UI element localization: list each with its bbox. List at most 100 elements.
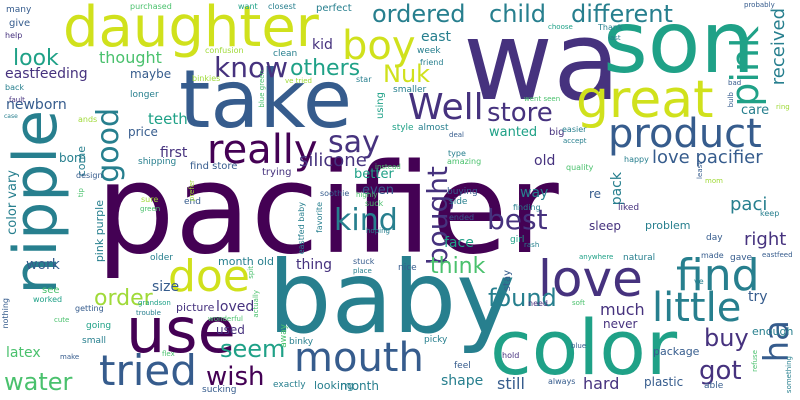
word-cute: cute: [54, 316, 70, 324]
word-worked: worked: [33, 295, 63, 304]
word-keep: keep: [760, 209, 780, 218]
word-amazing: amazing: [447, 157, 482, 166]
word-ve-tried: ve tried: [285, 77, 312, 85]
word-nuk: Nuk: [383, 60, 431, 88]
word-boy: boy: [342, 23, 416, 69]
word-ring: ring: [776, 103, 790, 111]
word-ordered: ordered: [372, 0, 466, 28]
word-accept: accept: [563, 137, 587, 145]
word-first: first: [160, 145, 188, 161]
word-ended: ended: [449, 213, 475, 222]
word-got: got: [699, 356, 742, 386]
word-stay: stay: [502, 270, 513, 292]
word-deal: deal: [449, 131, 464, 139]
word-great: great: [576, 70, 714, 130]
word-buy: buy: [704, 324, 749, 352]
word-wanted: wanted: [489, 125, 538, 140]
word-soft: soft: [572, 299, 586, 307]
word-using: using: [375, 92, 386, 120]
word-highly: highly: [356, 191, 378, 199]
word-look: look: [13, 46, 59, 71]
word-problem: problem: [645, 219, 691, 232]
word-going: going: [86, 321, 112, 331]
word-used: used: [216, 323, 245, 337]
word-price: price: [128, 125, 158, 139]
word-favorite: favorite: [315, 202, 324, 233]
word-end: end: [184, 197, 201, 207]
word-small: small: [82, 336, 106, 346]
word-getting: getting: [75, 304, 104, 313]
word-give: give: [9, 18, 31, 29]
word-week: week: [417, 46, 441, 56]
word-instead: instead: [375, 163, 401, 171]
word-fault: fault: [9, 96, 25, 104]
word-rash: rash: [524, 241, 540, 249]
word-old: old: [534, 153, 556, 169]
word-say: say: [328, 125, 380, 160]
word-spit: spit: [247, 266, 255, 279]
word-maybe: maybe: [130, 67, 172, 81]
word-something: something: [785, 356, 793, 394]
word-design: design: [76, 171, 103, 180]
word-latex: latex: [6, 345, 41, 361]
word-try: try: [748, 289, 768, 305]
word-paci: paci: [730, 194, 768, 215]
word-loved: loved: [216, 299, 255, 315]
word-green: green: [140, 205, 161, 213]
word-color: color: [490, 303, 678, 392]
word-picture: picture: [176, 301, 215, 314]
word-easier: easier: [562, 125, 587, 134]
word-use: use: [126, 294, 236, 367]
word-much: much: [600, 300, 645, 319]
word-know: know: [214, 51, 288, 84]
word-pink-purple: pink purple: [93, 200, 106, 263]
word-older: older: [150, 253, 173, 263]
word-binkies: binkies: [192, 74, 221, 83]
word-born: born: [59, 151, 87, 165]
word-nothing: nothing: [1, 298, 10, 329]
word-suck: suck: [365, 199, 384, 208]
word-size: size: [152, 279, 180, 295]
word-better: better: [354, 167, 394, 182]
word-teeth: teeth: [148, 110, 188, 128]
word-nice: nice: [398, 263, 417, 273]
word-bulb: bulb: [727, 92, 735, 108]
word-binky: binky: [289, 337, 314, 347]
word-really: really: [207, 127, 318, 173]
word-store: store: [487, 98, 553, 128]
word-wish: wish: [206, 362, 265, 392]
word-buying: buying: [447, 187, 478, 197]
word-wonderful: wonderful: [208, 315, 243, 323]
word-sucking: sucking: [202, 385, 237, 395]
word-seem: seem: [220, 335, 286, 363]
word-feel: feel: [454, 361, 471, 371]
word-purchased: purchased: [130, 2, 172, 11]
word-quality: quality: [566, 163, 594, 172]
word-face: face: [444, 235, 474, 251]
word-well: Well: [408, 87, 484, 128]
word-case: case: [4, 113, 18, 120]
word-choose: choose: [548, 23, 573, 31]
word-thought: thought: [99, 48, 162, 67]
word-different: different: [571, 0, 673, 28]
word-pacifier: pacifier: [96, 138, 559, 282]
word-liked: liked: [618, 203, 640, 213]
word-eastfed-baby: eastfed baby: [297, 202, 306, 255]
word-confusion: confusion: [205, 46, 244, 55]
word-take: take: [179, 53, 353, 146]
word-son: son: [603, 0, 755, 93]
word-baby: baby: [268, 239, 516, 356]
word-sleep: sleep: [589, 219, 621, 233]
word-color-vary: color vary: [5, 170, 20, 235]
word-went-seen: went seen: [524, 95, 561, 103]
word-newborn: newborn: [6, 97, 67, 113]
word-looking: looking: [314, 379, 354, 392]
word-trying: trying: [262, 167, 292, 178]
word-prefer: prefer: [188, 180, 196, 202]
word-daughter: daughter: [63, 0, 319, 60]
word-happy: happy: [624, 155, 649, 164]
word-order: order: [94, 286, 153, 311]
word-way: way: [520, 185, 549, 201]
word-soothie: soothie: [320, 189, 350, 198]
